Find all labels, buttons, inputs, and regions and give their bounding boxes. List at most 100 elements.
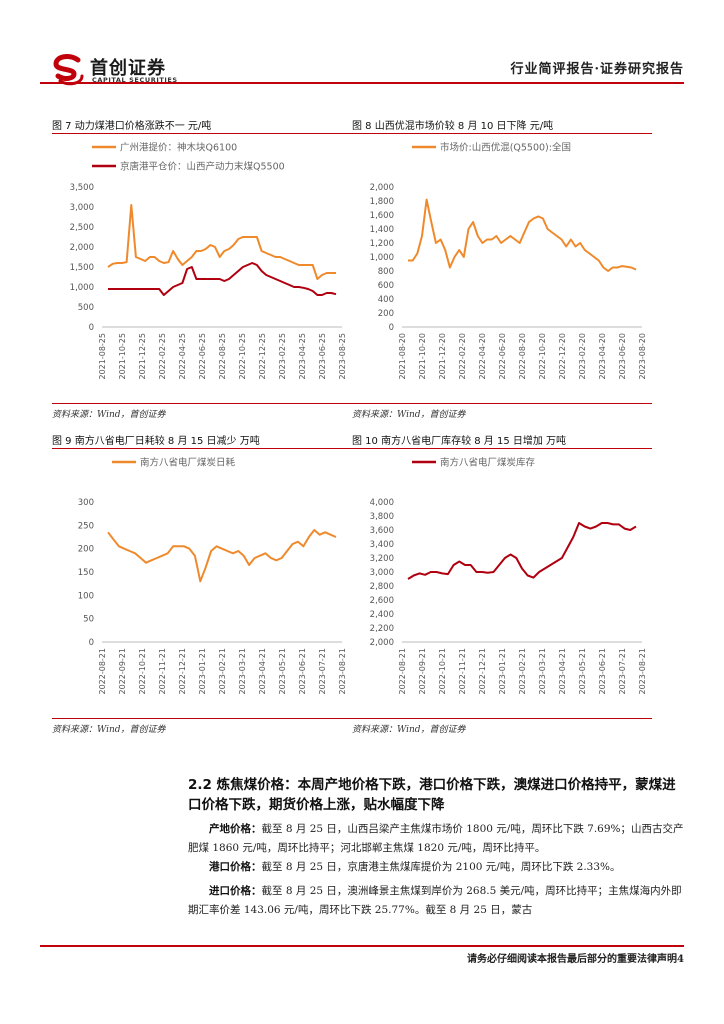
x-tick-label: 2023-02-25 <box>278 333 287 380</box>
figure-source: 资料来源：Wind，首创证券 <box>52 410 166 420</box>
x-tick-label: 2021-10-25 <box>118 333 127 380</box>
series-line <box>107 529 337 583</box>
y-tick-label: 200 <box>78 545 94 555</box>
x-tick-label: 2023-03-21 <box>538 648 547 695</box>
figure-title: 图 7 动力煤港口价格涨跌不一 元/吨 <box>52 121 212 132</box>
company-name-en: CAPITAL SECURITIES <box>92 76 178 84</box>
figure-bottom-rule <box>52 403 352 404</box>
paragraph-label: 进口价格： <box>209 885 262 897</box>
legend-label: 市场价:山西优混(Q5500):全国 <box>440 142 571 154</box>
y-tick-label: 3,000 <box>370 568 394 578</box>
y-tick-label: 2,000 <box>370 638 394 648</box>
y-tick-label: 1,400 <box>370 225 394 235</box>
y-tick-label: 3,600 <box>370 526 394 536</box>
y-tick-label: 1,000 <box>70 283 94 293</box>
legend-label: 广州港提价：神木块Q6100 <box>120 142 237 154</box>
x-tick-label: 2023-08-21 <box>638 648 647 695</box>
x-tick-label: 2023-06-21 <box>298 648 307 695</box>
x-tick-label: 2022-06-20 <box>498 333 507 380</box>
x-tick-label: 2022-06-25 <box>198 333 207 380</box>
figure-title: 图 8 山西优混市场价较 8 月 10 日下降 元/吨 <box>352 121 554 132</box>
x-tick-label: 2022-08-25 <box>218 333 227 380</box>
x-tick-label: 2022-11-21 <box>158 648 167 695</box>
figure-title: 图 9 南方八省电厂日耗较 8 月 15 日减少 万吨 <box>52 436 260 447</box>
figure-title: 图 10 南方八省电厂库存较 8 月 15 日增加 万吨 <box>352 436 567 447</box>
paragraph-import-price: 进口价格：截至 8 月 25 日，澳洲峰景主焦煤到岸价为 268.5 美元/吨，… <box>188 882 688 920</box>
series-line <box>108 262 337 296</box>
x-tick-label: 2023-06-21 <box>598 648 607 695</box>
company-name-cn: 首创证券 <box>90 58 166 79</box>
paragraph-label: 港口价格： <box>209 861 262 873</box>
y-tick-label: 1,800 <box>370 197 394 207</box>
x-tick-label: 2023-07-21 <box>318 648 327 695</box>
x-tick-label: 2022-08-21 <box>398 648 407 695</box>
paragraph-text: 截至 8 月 25 日，山西吕梁产主焦煤市场价 1800 元/吨，周环比下跌 7… <box>188 823 684 854</box>
x-tick-label: 2023-06-20 <box>618 333 627 380</box>
x-tick-label: 2022-10-21 <box>138 648 147 695</box>
report-type: 行业简评报告·证券研究报告 <box>510 62 684 77</box>
y-tick-label: 300 <box>78 498 94 508</box>
x-tick-label: 2023-08-21 <box>338 648 347 695</box>
x-tick-label: 2023-07-21 <box>618 648 627 695</box>
paragraph-origin-price: 产地价格：截至 8 月 25 日，山西吕梁产主焦煤市场价 1800 元/吨，周环… <box>188 820 688 858</box>
y-tick-label: 50 <box>83 615 94 625</box>
figure-9: 图 9 南方八省电厂日耗较 8 月 15 日减少 万吨 南方八省电厂煤炭日耗 0 5… <box>52 432 352 737</box>
x-tick-label: 2023-02-21 <box>218 648 227 695</box>
x-tick-label: 2023-04-20 <box>598 333 607 380</box>
x-tick-label: 2022-02-20 <box>458 333 467 380</box>
x-tick-label: 2021-12-25 <box>138 333 147 380</box>
y-tick-label: 2,200 <box>370 624 394 634</box>
paragraph-text: 截至 8 月 25 日，澳洲峰景主焦煤到岸价为 268.5 美元/吨，周环比持平… <box>188 885 682 916</box>
x-tick-label: 2023-02-21 <box>518 648 527 695</box>
figure-7: 图 7 动力煤港口价格涨跌不一 元/吨 广州港提价：神木块Q6100 京唐港平仓价… <box>52 117 352 422</box>
y-tick-label: 1,000 <box>370 253 394 263</box>
y-tick-label: 1,600 <box>370 211 394 221</box>
x-tick-label: 2021-10-20 <box>418 333 427 380</box>
y-tick-label: 3,500 <box>70 183 94 193</box>
y-tick-label: 2,600 <box>370 596 394 606</box>
y-tick-label: 2,000 <box>70 243 94 253</box>
y-tick-label: 100 <box>78 591 94 601</box>
figure-10: 图 10 南方八省电厂库存较 8 月 15 日增加 万吨 南方八省电厂煤炭库存 2… <box>352 432 652 737</box>
x-tick-label: 2023-08-20 <box>638 333 647 380</box>
x-tick-label: 2023-01-21 <box>198 648 207 695</box>
x-tick-label: 2022-11-21 <box>458 648 467 695</box>
x-tick-label: 2023-04-21 <box>258 648 267 695</box>
y-tick-label: 2,000 <box>370 183 394 193</box>
y-tick-label: 400 <box>378 295 394 305</box>
paragraph-text: 截至 8 月 25 日，京唐港主焦煤库提价为 2100 元/吨，周环比下跌 2.… <box>261 861 621 873</box>
y-tick-label: 3,000 <box>70 203 94 213</box>
x-tick-label: 2021-12-20 <box>438 333 447 380</box>
y-tick-label: 1,500 <box>70 263 94 273</box>
figure-bottom-rule <box>52 718 352 719</box>
line-chart: 市场价:山西优混(Q5500):全国 0 200 400 600 800 1,000 1,20… <box>370 142 647 380</box>
figure-top-rule <box>52 448 352 449</box>
series-line <box>407 522 637 580</box>
legend-label: 南方八省电厂煤炭日耗 <box>140 457 236 469</box>
figure-top-rule <box>352 448 652 449</box>
line-chart: 南方八省电厂煤炭库存 2,000 2,200 2,400 2,600 2,800 3,000… <box>370 457 647 695</box>
x-tick-label: 2023-02-20 <box>578 333 587 380</box>
y-tick-label: 2,400 <box>370 610 394 620</box>
x-tick-label: 2023-04-21 <box>558 648 567 695</box>
y-tick-label: 250 <box>78 521 94 531</box>
x-tick-label: 2022-04-20 <box>478 333 487 380</box>
y-tick-label: 800 <box>378 267 394 277</box>
paragraph-label: 产地价格： <box>209 823 262 835</box>
y-tick-label: 150 <box>78 568 94 578</box>
x-tick-label: 2022-08-21 <box>98 648 107 695</box>
figure-top-rule <box>52 133 352 134</box>
line-chart: 南方八省电厂煤炭日耗 0 50 100 150 200 250 300 2022-08-21 20… <box>78 457 347 695</box>
legend-label: 京唐港平仓价：山西产动力末煤Q5500 <box>120 161 285 173</box>
x-tick-label: 2022-09-21 <box>118 648 127 695</box>
y-tick-label: 600 <box>378 281 394 291</box>
y-tick-label: 2,500 <box>70 223 94 233</box>
footer-disclaimer: 请务必仔细阅读本报告最后部分的重要法律声明4 <box>467 954 684 965</box>
y-tick-label: 3,800 <box>370 512 394 522</box>
figure-bottom-rule <box>352 403 652 404</box>
y-tick-label: 0 <box>389 323 394 333</box>
x-tick-label: 2022-12-21 <box>178 648 187 695</box>
figure-source: 资料来源：Wind，首创证券 <box>352 725 466 735</box>
x-tick-label: 2023-05-21 <box>578 648 587 695</box>
series-line <box>107 204 336 280</box>
